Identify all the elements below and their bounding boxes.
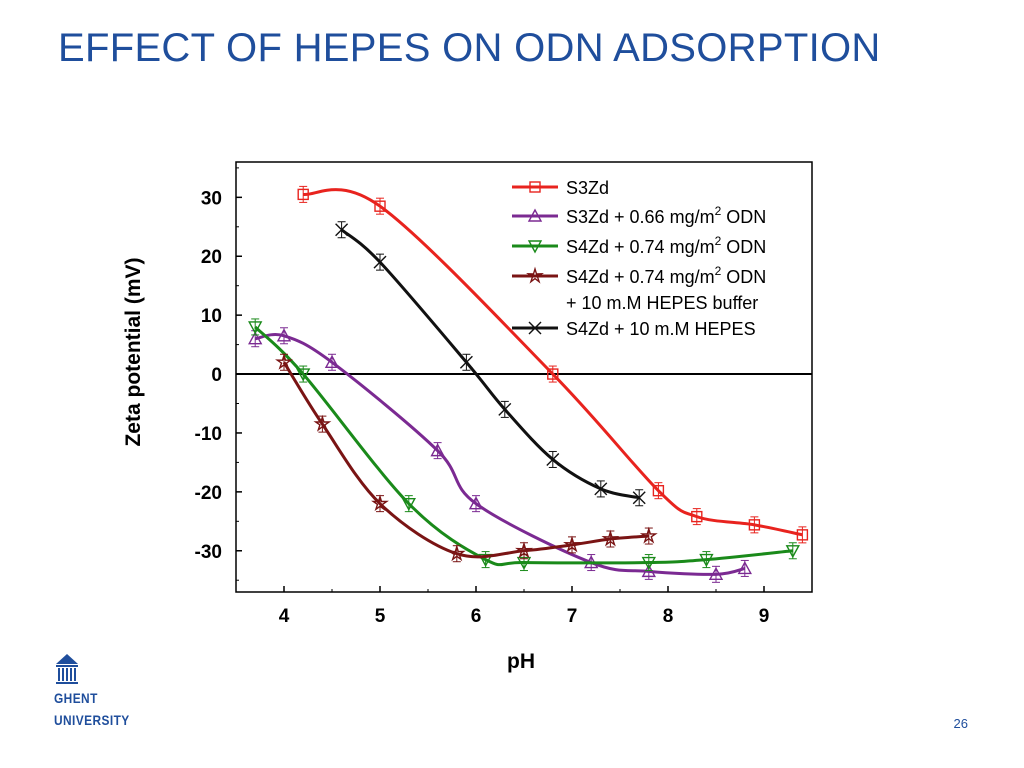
legend-swatch-marker [527, 240, 543, 254]
data-point [459, 355, 473, 369]
data-point [737, 560, 752, 575]
data-point [248, 321, 263, 335]
data-point [515, 541, 533, 559]
slide-title: EFFECT OF HEPES ON ODN ADSORPTION [58, 26, 881, 70]
legend-label-line2: + 10 m.M HEPES buffer [566, 293, 758, 313]
data-point [275, 352, 293, 370]
data-point [708, 566, 724, 581]
x-marker-stroke [528, 321, 542, 335]
data-point [641, 556, 656, 571]
data-point [498, 402, 512, 416]
series-5 [335, 221, 646, 507]
x-tick-label: 6 [471, 606, 482, 627]
data-point [796, 529, 809, 541]
x-marker-stroke [459, 355, 473, 369]
legend-label: S4Zd + 10 m.M HEPES [566, 319, 756, 339]
data-point [639, 526, 658, 544]
legend-swatch-marker [528, 321, 542, 335]
series-layer [248, 185, 809, 583]
x-marker-stroke [632, 491, 646, 505]
x-tick-label: 8 [663, 606, 674, 627]
x-axis-label: pH [507, 650, 535, 673]
data-point [468, 496, 484, 510]
data-point [276, 328, 292, 342]
chart-legend: S3Zd S3Zd + 0.66 mg/m2 ODN S4Zd + 0.74 mg/… [512, 178, 766, 339]
legend-label: S3Zd [566, 178, 609, 198]
y-tick-label: 10 [201, 306, 222, 327]
data-point [652, 484, 665, 497]
data-point [699, 553, 714, 568]
data-point [401, 497, 416, 512]
legend-label: S4Zd + 0.74 mg/m2 ODN [566, 234, 766, 257]
x-marker-stroke [594, 482, 608, 496]
data-point [297, 188, 309, 201]
ghent-university-logo-icon [56, 654, 78, 684]
data-point [632, 491, 646, 505]
data-point [430, 443, 445, 457]
data-point [373, 255, 387, 269]
series-4 [275, 352, 658, 563]
y-tick-label: -10 [195, 424, 222, 445]
logo-text-ghent: GHENT [54, 690, 98, 706]
data-point [563, 535, 581, 553]
data-point [374, 200, 386, 212]
legend-swatch-marker [526, 266, 544, 284]
x-marker-stroke [498, 402, 512, 416]
data-point [547, 368, 559, 380]
x-tick-label: 4 [279, 606, 290, 627]
data-point [313, 414, 332, 432]
legend-label: S4Zd + 0.74 mg/m2 ODN [566, 264, 766, 287]
y-tick-label: 20 [201, 247, 222, 268]
axes: 4 5 6 7 8 9 30 20 10 0 -10 -20 -30 [195, 167, 813, 627]
data-point [691, 510, 703, 523]
data-point [748, 519, 761, 531]
series-line [254, 325, 793, 567]
data-point [601, 529, 620, 547]
data-point [447, 544, 466, 562]
series-1 [297, 185, 809, 544]
x-tick-label: 5 [375, 606, 386, 627]
logo-text-university: UNIVERSITY [54, 712, 130, 728]
x-tick-label: 9 [759, 606, 770, 627]
legend-swatch-marker [529, 181, 541, 193]
data-point [594, 482, 608, 496]
legend-label: S3Zd + 0.66 mg/m2 ODN [566, 204, 766, 227]
data-point [248, 331, 263, 345]
data-point [324, 354, 340, 368]
data-point [478, 553, 493, 568]
series-3 [248, 318, 800, 572]
data-point [371, 494, 389, 512]
legend-swatch-marker [527, 208, 543, 222]
y-tick-label: 30 [201, 188, 222, 209]
page-number: 26 [953, 716, 968, 731]
y-tick-label: -20 [195, 483, 222, 504]
data-point [785, 545, 800, 559]
series-line [282, 361, 649, 559]
data-point [335, 223, 349, 237]
x-tick-label: 7 [567, 606, 578, 627]
data-point [296, 368, 311, 382]
y-axis-label: Zeta potential (mV) [122, 257, 145, 446]
x-marker-stroke [335, 223, 349, 237]
y-tick-label: 0 [211, 365, 222, 386]
y-tick-label: -30 [195, 542, 222, 563]
x-marker-stroke [546, 452, 560, 466]
data-point [546, 452, 560, 466]
x-marker-stroke [373, 255, 387, 269]
series-2 [248, 327, 752, 583]
